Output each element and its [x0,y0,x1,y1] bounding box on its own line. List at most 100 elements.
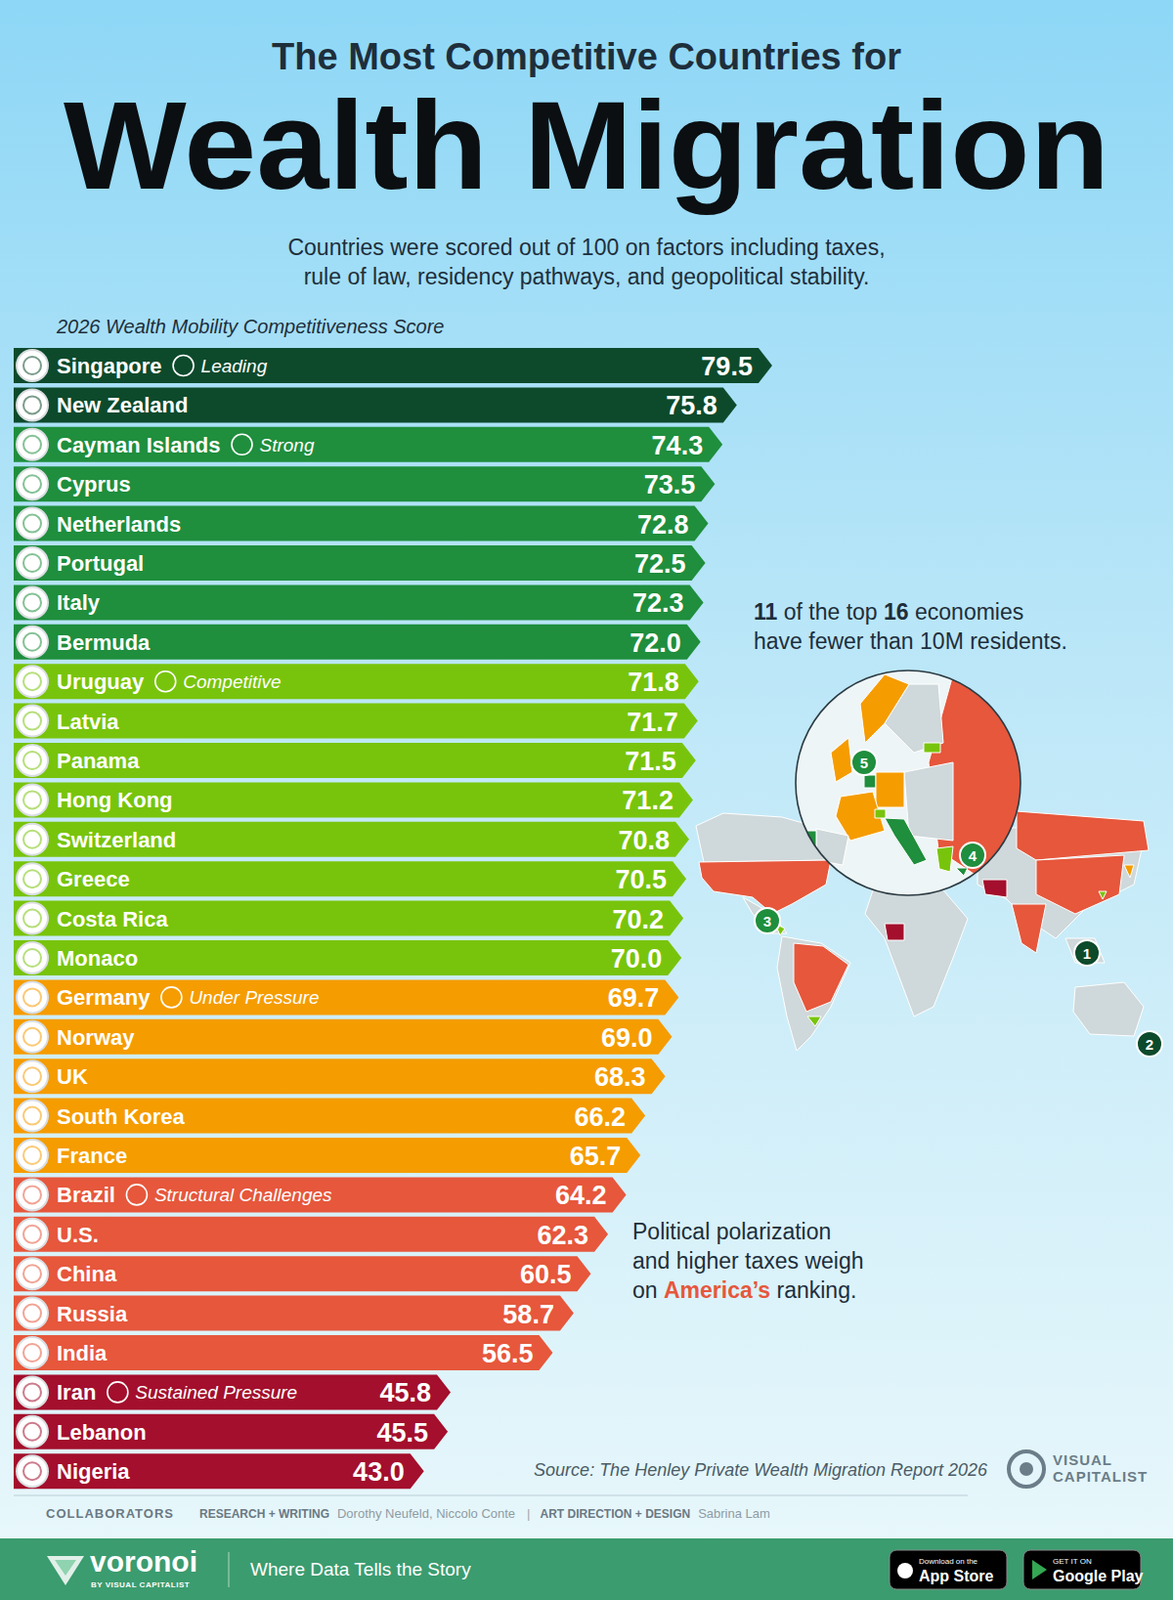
annotation-part: economies [909,599,1025,625]
map-region [1016,811,1149,861]
tier-dot [126,1184,147,1206]
bar [13,1374,451,1410]
logo-icon-core [1019,1462,1034,1477]
badge-large: Google Play [1052,1567,1144,1585]
map-region [698,860,831,914]
country-name: Costa Rica [56,907,169,932]
flag [16,705,48,738]
logo-text: VISUAL [1052,1451,1113,1469]
map-region [1011,904,1046,954]
flag-inner [23,435,42,454]
flag-inner [23,949,42,967]
badge-icon [897,1563,913,1579]
flag-inner [23,515,42,533]
value-label: 58.7 [502,1300,555,1330]
map-region [875,772,905,808]
value-label: 71.8 [627,667,680,697]
flag-inner [23,395,42,414]
flag [16,1258,48,1290]
map-region [835,791,885,841]
country-name: Brazil [56,1182,116,1208]
logo-text: CAPITALIST [1052,1468,1148,1485]
country-name: New Zealand [56,392,188,418]
bar [13,1137,641,1173]
map-region [936,846,954,872]
map-region [923,742,941,753]
value-label: 62.3 [536,1220,589,1251]
map-marker [851,749,877,776]
flag [16,1060,48,1092]
bar [13,1296,574,1332]
credits-role: ART DIRECTION + DESIGN [539,1507,691,1521]
annotation: on America’s ranking. [632,1277,857,1304]
country-name: Panama [56,748,140,774]
flag-inner [23,593,42,611]
flag-inner [23,910,42,928]
annotation-part: of the top [777,599,884,625]
value-label: 72.3 [632,588,685,618]
flag [16,1139,48,1172]
value-label: 71.2 [621,785,674,816]
flag [16,547,48,579]
map-marker [1136,1031,1163,1057]
flag-inner [23,475,42,493]
bar [13,624,701,660]
map-region [955,868,968,876]
bar [13,703,698,739]
badge-small: GET IT ON [1052,1557,1092,1566]
value-label: 75.8 [665,391,718,421]
brand-icon-inner [54,1560,77,1576]
map-region [816,828,849,866]
annotation-part: on [632,1277,664,1304]
bar [13,347,773,384]
value-label: 66.2 [574,1102,627,1132]
country-name: Germany [56,985,151,1010]
footer-band [0,1538,1173,1600]
store-badge[interactable] [889,1550,1007,1590]
flag [16,665,48,697]
map-region [874,809,886,819]
country-name: France [56,1143,128,1169]
background [0,0,1173,1600]
bar [13,782,694,818]
value-label: 71.7 [626,707,679,738]
value-label: 72.5 [634,549,687,579]
annotation-part: ranking. [770,1277,857,1304]
tier-dot [107,1382,129,1403]
flag [16,942,48,974]
value-label: 60.5 [520,1259,572,1290]
annotation-part: 16 [883,599,910,625]
bar [13,1453,425,1489]
tier-dot [161,987,182,1008]
country-name: UK [56,1064,88,1089]
tier-dot [173,355,194,377]
flag [16,1416,48,1448]
flag [16,1455,48,1487]
annotation: and higher taxes weigh [632,1248,865,1274]
map-region [1098,891,1107,900]
map-region [982,879,1007,898]
badge-large: App Store [918,1567,995,1585]
bar [13,1414,448,1450]
value-label: 65.7 [569,1141,622,1172]
value-label: 74.3 [651,431,704,461]
bar [13,1098,646,1134]
flag-inner [23,633,42,652]
country-name: Russia [56,1302,129,1327]
credits-names: Dorothy Neufeld, Niccolo Conte [337,1506,516,1521]
badge-small: Download on the [918,1557,979,1566]
bar [13,387,738,423]
flag [16,824,48,856]
flag-inner [23,988,42,1006]
bar [13,901,684,937]
bar-labels: SingaporeLeading79.5New Zealand75.8Cayma… [16,349,753,1487]
flag [16,903,48,935]
map-region [793,943,849,1012]
credits-label: COLLABORATORS [45,1506,174,1521]
credits-separator: | [526,1506,530,1521]
country-name: Switzerland [56,827,176,853]
value-label: 43.0 [352,1457,405,1487]
footer-divider [228,1552,230,1588]
flag-inner [23,830,42,849]
flag-inner [23,869,42,888]
